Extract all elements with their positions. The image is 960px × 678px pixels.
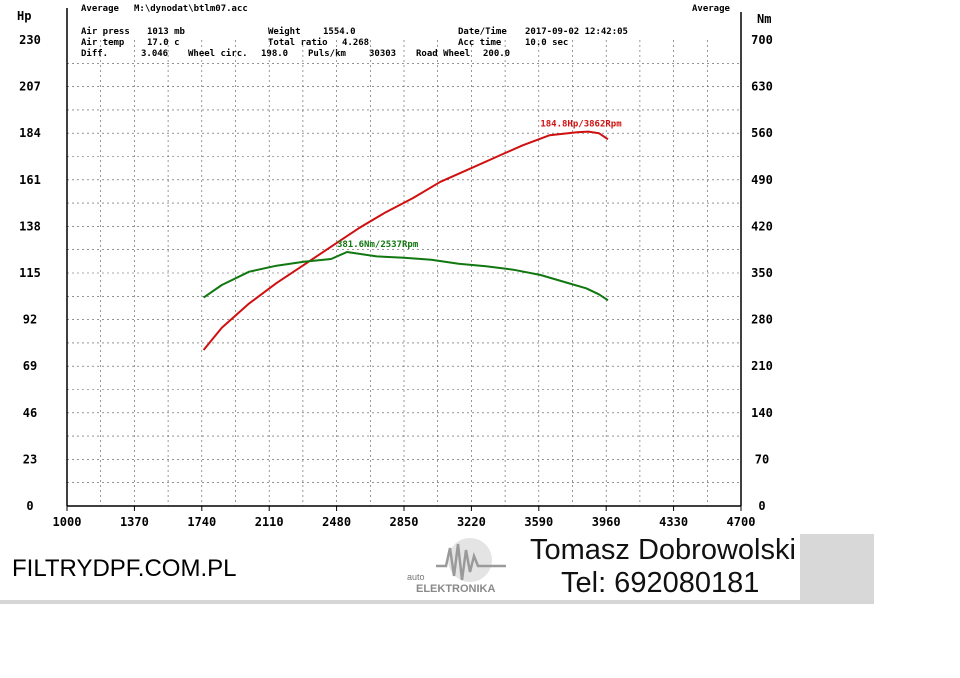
logo-big-text: ELEKTRONIKA [416, 583, 496, 595]
y-left-tick-label: 23 [23, 452, 37, 466]
auto-elektronika-logo: auto ELEKTRONIKA [407, 538, 506, 595]
x-tick-label: 2850 [390, 515, 419, 529]
x-tick-label: 1740 [187, 515, 216, 529]
y-right-tick-label: 280 [751, 313, 773, 327]
power-peak-label: 184.8Hp/3862Rpm [540, 120, 622, 130]
air-press-value: 1013 mb [147, 27, 185, 37]
diff-label: Diff. [81, 49, 109, 59]
dyno-chart: 1000 1370 1740 2110 2480 2850 3220 3590 3960 4330… [17, 8, 773, 529]
y-right-tick-label: 700 [751, 33, 773, 47]
torque-curve [203, 251, 609, 302]
road-wheel-label: Road Wheel [416, 49, 471, 59]
y-left-tick-label: 184 [19, 126, 41, 140]
y-left-tick-label: 69 [23, 359, 37, 373]
x-tick-label: 3220 [457, 515, 486, 529]
y-right-tick-label: 420 [751, 219, 773, 233]
total-ratio-value: 4.268 [342, 38, 370, 48]
x-tick-label: 4330 [659, 515, 688, 529]
y-right-tick-label: 490 [751, 173, 773, 187]
header-file: M:\dynodat\btlm07.acc [134, 4, 248, 14]
x-tick-label: 2110 [255, 515, 284, 529]
air-press-label: Air press [81, 27, 130, 37]
road-wheel-value: 200.0 [483, 49, 511, 59]
puls-value: 30303 [369, 49, 397, 59]
x-tick-label: 1000 [53, 515, 82, 529]
contact-phone: Tel: 692080181 [561, 567, 760, 599]
y-right-tick-label: 630 [751, 80, 773, 94]
y-left-tick-label: 161 [19, 173, 41, 187]
chart-axes [66, 8, 742, 511]
x-tick-label: 3960 [592, 515, 621, 529]
x-tick-label: 1370 [120, 515, 149, 529]
torque-peak-label: 381.6Nm/2537Rpm [337, 240, 419, 250]
acc-time-label: Acc time [458, 38, 502, 48]
wheel-circ-label: Wheel circ. [188, 49, 248, 59]
y-right-tick-label: 560 [751, 126, 773, 140]
y-left-tick-label: 230 [19, 33, 41, 47]
total-ratio-label: Total ratio [268, 38, 328, 48]
y-right-tick-label: 350 [751, 266, 773, 280]
y-left-tick-label: 207 [19, 80, 41, 94]
y-right-unit: Nm [757, 12, 771, 26]
y-right-tick-label: 0 [758, 499, 765, 513]
wheel-circ-value: 198.0 [261, 49, 289, 59]
y-left-tick-label: 0 [26, 499, 33, 513]
chart-series: 184.8Hp/3862Rpm 381.6Nm/2537Rpm [202, 120, 622, 351]
y-right-tick-label: 140 [751, 406, 773, 420]
acc-time-value: 10.0 sec [525, 38, 569, 48]
datetime-value: 2017-09-02 12:42:05 [525, 27, 628, 37]
y-right-tick-label: 210 [751, 359, 773, 373]
header-right-average: Average [692, 4, 730, 14]
logo-small-text: auto [407, 572, 425, 582]
footer-grey-block [800, 534, 874, 604]
chart-grid [67, 40, 741, 506]
y-left-tick-label: 115 [19, 266, 41, 280]
diff-value: 3.046 [141, 49, 169, 59]
air-temp-value: 17.0 c [147, 38, 180, 48]
y-left-unit: Hp [17, 9, 31, 23]
x-tick-label: 2480 [322, 515, 351, 529]
power-curve [202, 130, 609, 351]
chart-tick-labels: 1000 1370 1740 2110 2480 2850 3220 3590 3960 4330… [19, 33, 773, 529]
x-tick-label: 3590 [524, 515, 553, 529]
footer-bar [0, 600, 874, 604]
y-left-tick-label: 92 [23, 313, 37, 327]
website-text: FILTRYDPF.COM.PL [12, 555, 237, 582]
y-left-tick-label: 46 [23, 406, 37, 420]
x-tick-label: 4700 [727, 515, 756, 529]
header-left-average: Average [81, 4, 119, 14]
air-temp-label: Air temp [81, 38, 125, 48]
datetime-label: Date/Time [458, 27, 507, 37]
weight-label: Weight [268, 27, 301, 37]
y-left-tick-label: 138 [19, 219, 41, 233]
weight-value: 1554.0 [323, 27, 356, 37]
puls-label: Puls/km [308, 49, 346, 59]
contact-name: Tomasz Dobrowolski [530, 534, 796, 566]
y-right-tick-label: 70 [755, 452, 769, 466]
